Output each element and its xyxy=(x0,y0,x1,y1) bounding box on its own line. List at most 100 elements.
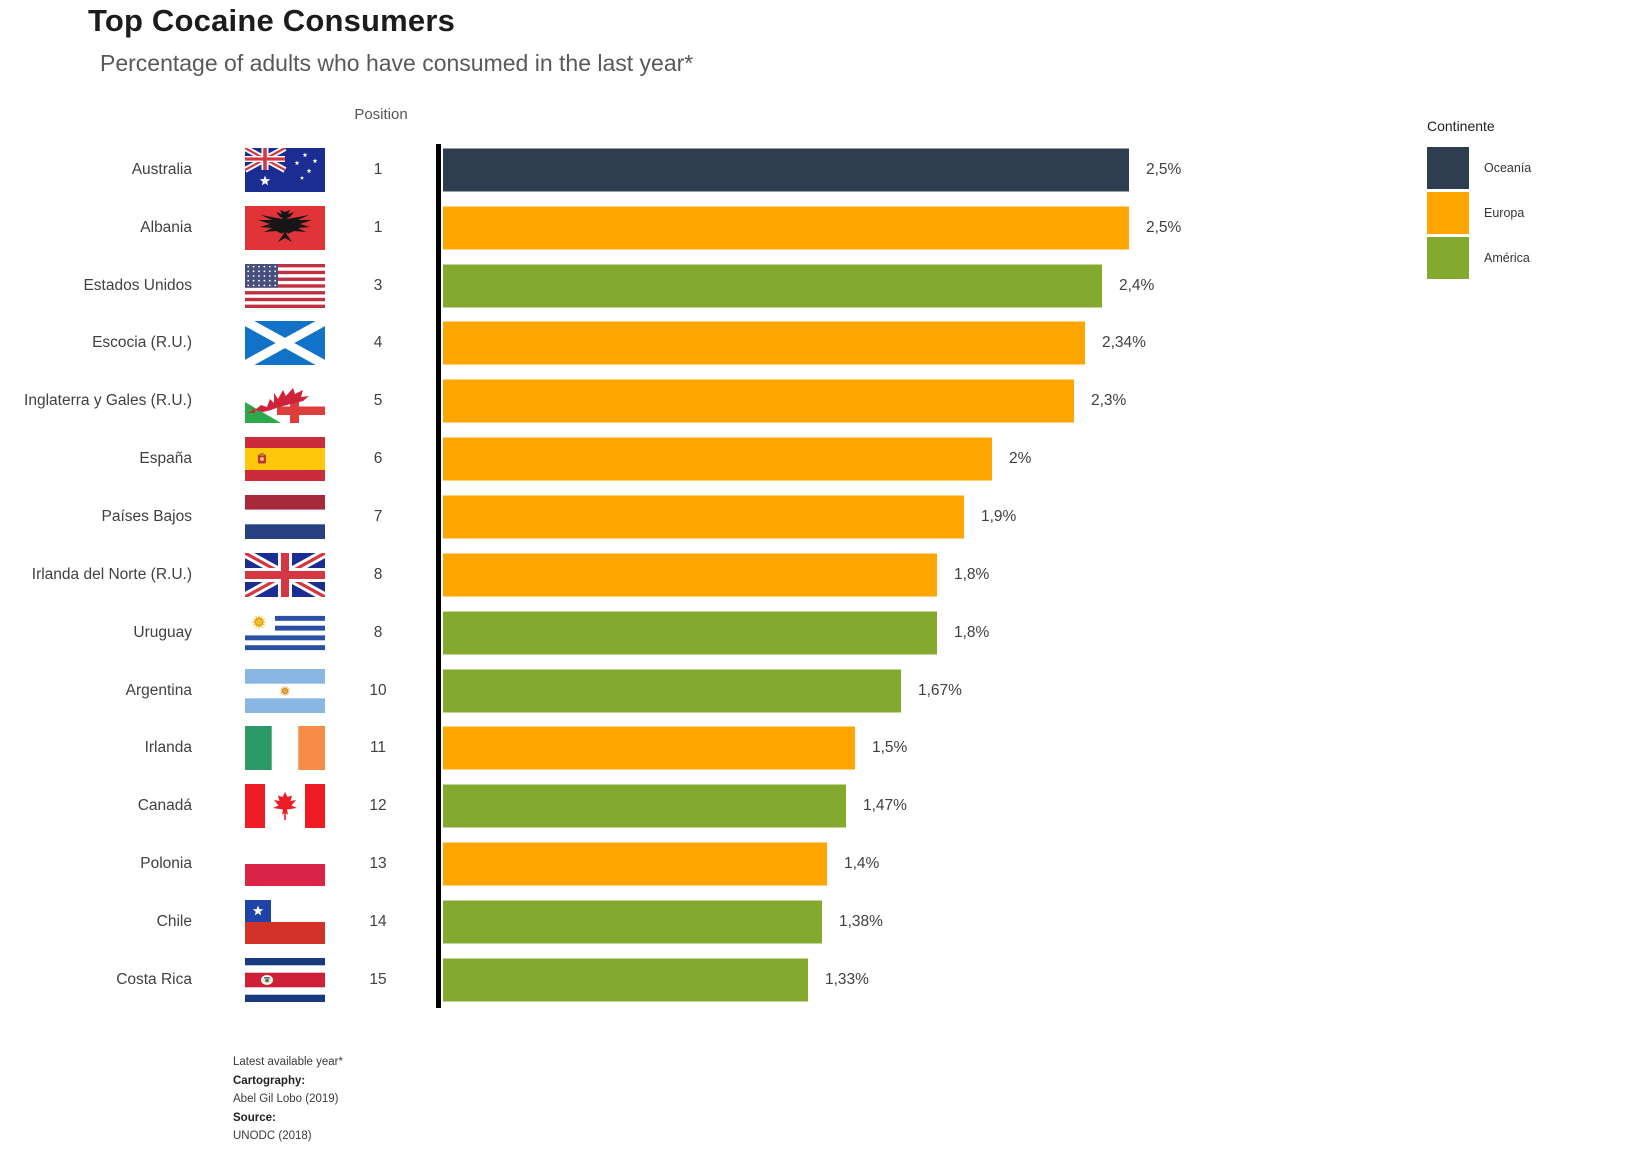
table-row: Países Bajos 7 1,9% xyxy=(0,488,1632,546)
flag-poland-icon xyxy=(245,842,325,887)
value-label: 2,3% xyxy=(1091,392,1127,410)
table-row: Polonia 13 1,4% xyxy=(0,835,1632,893)
value-bar xyxy=(443,726,855,770)
flag-canada-icon xyxy=(245,784,325,829)
europa-legend-swatch xyxy=(1427,192,1469,234)
value-bar xyxy=(443,495,964,539)
legend: Continente Oceanía Europa América xyxy=(1427,118,1531,282)
value-bar xyxy=(443,611,937,655)
value-bar xyxy=(443,669,901,713)
table-row: Canadá 12 1,47% xyxy=(0,777,1632,835)
country-label: Polonia xyxy=(140,855,192,873)
country-label: Uruguay xyxy=(133,623,192,641)
table-row: Albania 1 2,5% xyxy=(0,199,1632,257)
position-column-header: Position xyxy=(354,106,408,123)
country-label: Argentina xyxy=(125,681,192,699)
position-value: 1 xyxy=(373,218,383,236)
table-row: Australia 1 2,5% xyxy=(0,141,1632,199)
value-bar xyxy=(443,958,808,1002)
footnote-latest-year: Latest available year* xyxy=(233,1056,343,1068)
position-value: 8 xyxy=(373,623,383,641)
cartography-value: Abel Gil Lobo (2019) xyxy=(233,1093,339,1105)
flag-australia-icon xyxy=(245,147,325,192)
value-bar xyxy=(443,784,846,828)
flag-uruguay-icon xyxy=(245,610,325,655)
flag-scotland-icon xyxy=(245,321,325,366)
value-label: 2,5% xyxy=(1146,160,1182,178)
legend-entry: Oceanía xyxy=(1427,147,1531,189)
table-row: Irlanda 11 1,5% xyxy=(0,719,1632,777)
legend-entry-label: Europa xyxy=(1484,206,1525,220)
value-label: 2,34% xyxy=(1102,334,1146,352)
table-row: Costa Rica 15 1,33% xyxy=(0,951,1632,1009)
legend-entry: América xyxy=(1427,237,1531,279)
table-row: España 6 2% xyxy=(0,430,1632,488)
chart-title: Top Cocaine Consumers xyxy=(88,3,456,38)
oceania-legend-swatch xyxy=(1427,147,1469,189)
country-label: Canadá xyxy=(137,797,192,815)
flag-ireland-icon xyxy=(245,726,325,771)
value-label: 2,5% xyxy=(1146,218,1182,236)
country-label: Chile xyxy=(156,912,192,930)
country-label: Escocia (R.U.) xyxy=(92,334,192,352)
value-bar xyxy=(443,437,992,481)
legend-entry-label: América xyxy=(1484,251,1530,265)
source-value: UNODC (2018) xyxy=(233,1130,312,1142)
flag-union-jack-icon xyxy=(245,552,325,597)
bar-rows: Australia 1 2,5% Albania 1 2,5% Estados … xyxy=(0,141,1632,1009)
country-label: Países Bajos xyxy=(101,507,192,525)
value-label: 1,8% xyxy=(954,565,990,583)
country-label: Irlanda del Norte (R.U.) xyxy=(31,565,192,583)
value-bar xyxy=(443,206,1129,250)
flag-england-wales-icon xyxy=(245,379,325,424)
position-value: 12 xyxy=(369,797,387,815)
position-value: 14 xyxy=(369,912,387,930)
legend-entry: Europa xyxy=(1427,192,1531,234)
value-bar xyxy=(443,321,1085,365)
legend-entry-label: Oceanía xyxy=(1484,161,1532,175)
position-value: 13 xyxy=(369,855,387,873)
flag-netherlands-icon xyxy=(245,494,325,539)
flag-albania-icon xyxy=(245,205,325,250)
table-row: Escocia (R.U.) 4 2,34% xyxy=(0,315,1632,373)
value-bar xyxy=(443,553,937,597)
country-label: Australia xyxy=(131,160,192,178)
table-row: Uruguay 8 1,8% xyxy=(0,604,1632,662)
value-label: 1,5% xyxy=(872,739,908,757)
flag-usa-icon xyxy=(245,263,325,308)
legend-entries: Oceanía Europa América xyxy=(1427,147,1531,279)
position-value: 11 xyxy=(369,739,387,757)
position-value: 4 xyxy=(373,334,383,352)
value-label: 1,33% xyxy=(825,970,869,988)
chart-subtitle: Percentage of adults who have consumed i… xyxy=(100,50,694,76)
legend-title: Continente xyxy=(1427,118,1495,134)
country-label: Costa Rica xyxy=(116,970,192,988)
value-label: 2% xyxy=(1009,450,1032,468)
source-label: Source: xyxy=(233,1111,276,1124)
flag-chile-icon xyxy=(245,899,325,944)
value-bar xyxy=(443,264,1102,308)
value-bar xyxy=(443,842,827,886)
table-row: Chile 14 1,38% xyxy=(0,893,1632,951)
value-label: 1,38% xyxy=(839,912,883,930)
country-label: Inglaterra y Gales (R.U.) xyxy=(24,392,192,410)
flag-spain-icon xyxy=(245,437,325,482)
country-label: Albania xyxy=(140,218,192,236)
table-row: Inglaterra y Gales (R.U.) 5 2,3% xyxy=(0,372,1632,430)
footer-notes: Latest available year* Cartography: Abel… xyxy=(233,1053,343,1146)
position-value: 5 xyxy=(373,392,383,410)
position-value: 10 xyxy=(369,681,387,699)
position-value: 15 xyxy=(369,970,387,988)
y-axis-line xyxy=(436,144,441,1008)
value-bar xyxy=(443,900,822,944)
table-row: Argentina 10 1,67% xyxy=(0,662,1632,720)
america-legend-swatch xyxy=(1427,237,1469,279)
value-label: 1,4% xyxy=(844,855,880,873)
value-label: 1,47% xyxy=(863,797,907,815)
position-value: 8 xyxy=(373,565,383,583)
country-label: España xyxy=(139,450,192,468)
flag-argentina-icon xyxy=(245,668,325,713)
position-value: 3 xyxy=(373,276,383,294)
table-row: Irlanda del Norte (R.U.) 8 1,8% xyxy=(0,546,1632,604)
